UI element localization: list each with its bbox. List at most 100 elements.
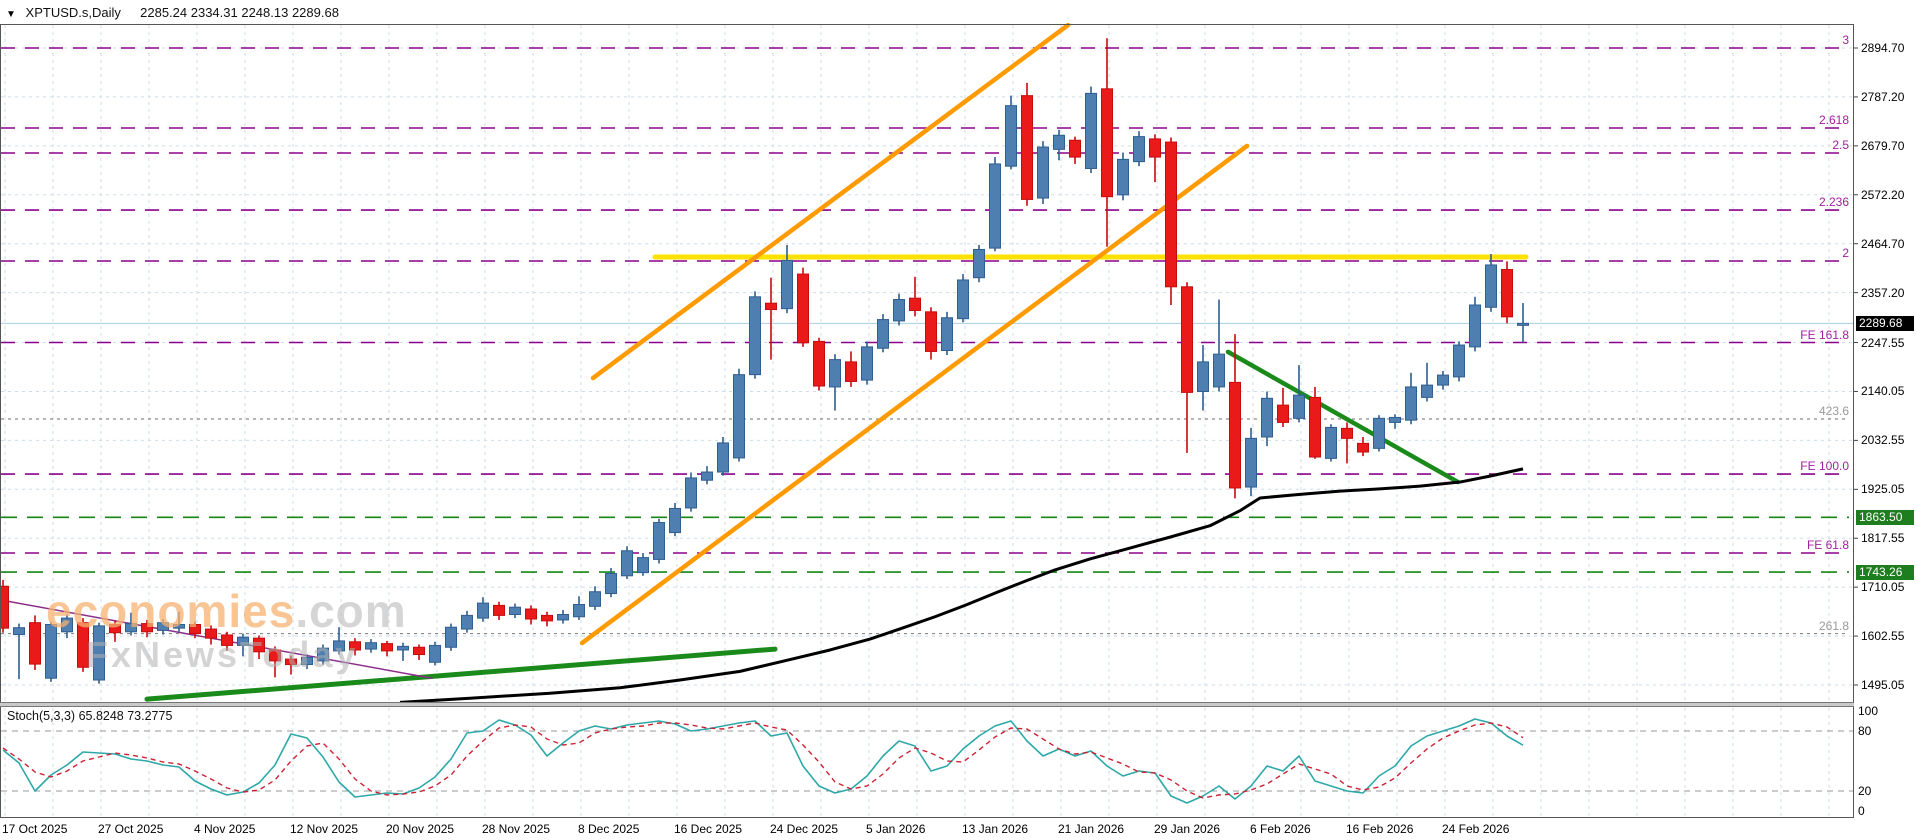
candle <box>717 436 729 476</box>
candle <box>797 267 809 347</box>
candle-body <box>189 624 201 635</box>
candle-body <box>861 346 873 381</box>
date-axis-label: 13 Jan 2026 <box>962 822 1029 836</box>
candle-body <box>749 296 761 376</box>
candle-body <box>1165 141 1177 288</box>
date-axis-label: 20 Nov 2025 <box>386 822 455 836</box>
candle <box>525 605 537 625</box>
candle-body <box>957 279 969 320</box>
candle-body <box>493 604 505 616</box>
date-axis-label: 29 Jan 2026 <box>1154 822 1221 836</box>
candle-body <box>1085 92 1097 169</box>
candle <box>1165 137 1177 306</box>
candle <box>285 655 297 675</box>
candle <box>973 244 985 283</box>
candle-body <box>829 359 841 388</box>
candle-body <box>45 624 57 679</box>
current-price-badge: 2289.68 <box>1856 315 1914 331</box>
candle-body <box>461 614 473 630</box>
candle-body <box>1421 384 1433 398</box>
candle <box>637 553 649 576</box>
candle <box>109 620 121 642</box>
candle <box>1245 427 1257 497</box>
price-axis-label: 2787.20 <box>1861 89 1905 104</box>
candle <box>621 546 633 579</box>
green-descending-trendline <box>1225 349 1461 485</box>
candle <box>1197 345 1209 411</box>
fib-level-label: FE 61.8 <box>1806 538 1849 552</box>
candle <box>1213 299 1225 392</box>
candle-body <box>1373 417 1385 449</box>
candle <box>509 603 521 619</box>
candle <box>685 472 697 512</box>
fib-level-label: 423.6 <box>1818 404 1849 418</box>
candle-body <box>29 622 41 665</box>
candle <box>349 638 361 656</box>
watermark-line2: FxNewsToday <box>86 633 359 675</box>
candle-body <box>1053 134 1065 150</box>
candle <box>1293 365 1305 423</box>
candle-body <box>1197 361 1209 392</box>
candle-body <box>973 248 985 279</box>
candle <box>1117 152 1129 201</box>
date-axis-label: 24 Dec 2025 <box>770 822 839 836</box>
candle-body <box>333 640 345 652</box>
fib-level-label: 2 <box>1842 245 1849 260</box>
plot-border-top <box>0 24 1854 25</box>
candle-body <box>781 259 793 310</box>
candle-body <box>589 591 601 607</box>
candle <box>1517 303 1529 343</box>
candle-body <box>445 626 457 648</box>
purple-descending-trendline <box>0 599 433 679</box>
date-axis-label: 5 Jan 2026 <box>866 822 926 836</box>
candle-body <box>1405 386 1417 421</box>
candle <box>317 644 329 665</box>
candle-body <box>1293 394 1305 419</box>
candle-body <box>621 550 633 577</box>
candle-body <box>1309 396 1321 458</box>
candle <box>813 337 825 391</box>
candle <box>1277 387 1289 427</box>
fib-level-label: 261.8 <box>1818 618 1849 633</box>
candle <box>989 157 1001 252</box>
watermark: economies.com FxNewsToday <box>46 585 407 675</box>
candle <box>1373 415 1385 452</box>
candle-body <box>1469 304 1481 348</box>
candle <box>1069 136 1081 164</box>
date-axis-label: 4 Nov 2025 <box>194 822 256 836</box>
watermark-domain: .com <box>295 585 407 637</box>
orange-channel-upper <box>590 22 1071 381</box>
candle <box>749 291 761 379</box>
candle <box>173 611 185 632</box>
plot-border-right <box>1853 24 1854 818</box>
panel-splitter[interactable] <box>0 702 1854 707</box>
candle <box>829 354 841 411</box>
candle-body <box>1389 416 1401 423</box>
candle <box>1309 386 1321 459</box>
ohlc-values: 2285.24 2334.31 2248.13 2289.68 <box>140 5 339 20</box>
candle <box>573 596 585 620</box>
orange-channel-lower <box>579 143 1250 646</box>
candle <box>589 586 601 610</box>
candle <box>1021 82 1033 206</box>
candle-body <box>0 585 9 629</box>
chevron-down-icon[interactable]: ▼ <box>6 9 16 20</box>
candle-body <box>1117 158 1129 196</box>
candle <box>845 351 857 387</box>
candle-body <box>1213 353 1225 388</box>
plot-border-left <box>0 24 1 818</box>
price-axis-label: 1602.55 <box>1861 629 1905 644</box>
green-support-trendline <box>144 646 778 702</box>
candle <box>1421 362 1433 402</box>
candle-body <box>653 522 665 560</box>
fib-level-label: 2.236 <box>1818 195 1849 210</box>
candle-body <box>573 603 585 618</box>
candle-body <box>93 625 105 681</box>
price-axis-label: 1817.55 <box>1861 531 1905 546</box>
chart-title: ▼ XPTUSD.s,Daily 2285.24 2334.31 2248.13… <box>6 5 339 20</box>
candle-body <box>477 602 489 619</box>
candle <box>445 623 457 651</box>
candle <box>733 368 745 462</box>
price-axis-label: 2679.70 <box>1861 138 1905 153</box>
